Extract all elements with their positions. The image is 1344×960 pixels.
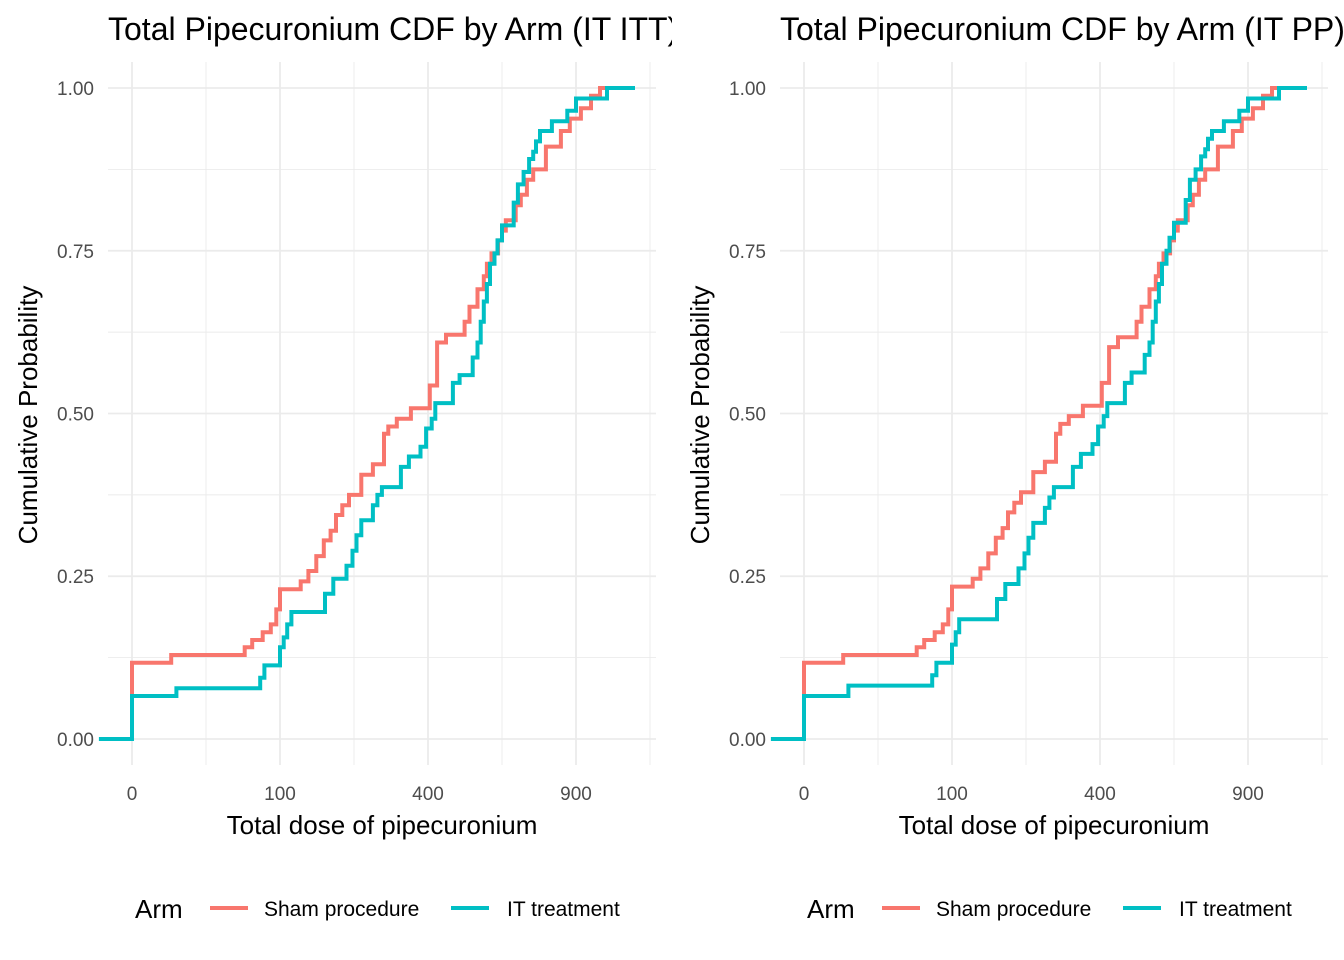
y-tick-label: 0.50 xyxy=(729,405,766,426)
chart-panel-pp: Total Pipecuronium CDF by Arm (IT PP) 0.… xyxy=(672,0,1344,960)
y-tick-label: 1.00 xyxy=(57,79,94,100)
legend-label-it: IT treatment xyxy=(1179,898,1292,921)
y-tick-label: 0.25 xyxy=(57,567,94,588)
legend-label-sham: Sham procedure xyxy=(264,898,419,921)
x-tick-label: 0 xyxy=(127,784,138,805)
x-tick-label: 100 xyxy=(936,784,968,805)
chart-panel-itt: Total Pipecuronium CDF by Arm (IT ITT) 0… xyxy=(13,11,672,924)
cdf-chart-itt: Total Pipecuronium CDF by Arm (IT ITT) 0… xyxy=(13,11,672,924)
x-axis-ticks: 0 100 400 900 xyxy=(127,784,592,805)
y-tick-label: 0.25 xyxy=(729,567,766,588)
chart-title: Total Pipecuronium CDF by Arm (IT ITT) xyxy=(108,11,672,47)
series-line-it-treatment xyxy=(770,86,1307,741)
y-tick-label: 0.50 xyxy=(57,405,94,426)
legend-label-sham: Sham procedure xyxy=(936,898,1091,921)
series-line-sham-procedure xyxy=(130,86,623,739)
x-axis-label: Total dose of pipecuronium xyxy=(899,810,1210,840)
legend-title: Arm xyxy=(135,894,183,924)
cdf-chart-pp: Total Pipecuronium CDF by Arm (IT PP) 0.… xyxy=(685,11,1344,924)
legend: Arm Sham procedure IT treatment xyxy=(807,894,1292,924)
x-tick-label: 900 xyxy=(1232,784,1264,805)
x-tick-label: 100 xyxy=(264,784,296,805)
grid xyxy=(780,62,1328,765)
x-tick-label: 400 xyxy=(412,784,444,805)
series-line-it-treatment xyxy=(98,86,635,741)
y-tick-label: 0.75 xyxy=(57,242,94,263)
legend-title: Arm xyxy=(807,894,855,924)
series xyxy=(770,86,1307,741)
y-tick-label: 0.75 xyxy=(729,242,766,263)
x-tick-label: 0 xyxy=(799,784,810,805)
y-axis-label: Cumulative Probability xyxy=(13,286,43,545)
series-line-sham-procedure xyxy=(802,86,1295,739)
legend: Arm Sham procedure IT treatment xyxy=(135,894,620,924)
legend-label-it: IT treatment xyxy=(507,898,620,921)
x-tick-label: 400 xyxy=(1084,784,1116,805)
chart-title: Total Pipecuronium CDF by Arm (IT PP) xyxy=(780,11,1344,47)
x-tick-label: 900 xyxy=(560,784,592,805)
series xyxy=(98,86,635,741)
y-tick-label: 1.00 xyxy=(729,79,766,100)
y-axis-ticks: 0.00 0.25 0.50 0.75 1.00 xyxy=(57,79,94,751)
y-tick-label: 0.00 xyxy=(57,730,94,751)
y-tick-label: 0.00 xyxy=(729,730,766,751)
x-axis-label: Total dose of pipecuronium xyxy=(227,810,538,840)
grid xyxy=(108,62,656,765)
y-axis-ticks: 0.00 0.25 0.50 0.75 1.00 xyxy=(729,79,766,751)
y-axis-label: Cumulative Probability xyxy=(685,286,715,545)
x-axis-ticks: 0 100 400 900 xyxy=(799,784,1264,805)
